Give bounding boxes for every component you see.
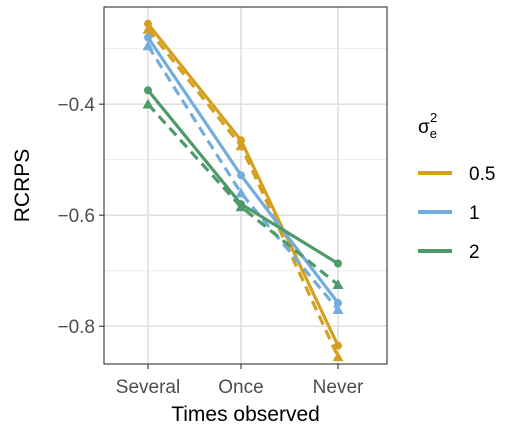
data-point-circle [144, 86, 152, 95]
series-line-solid [146, 22, 340, 347]
grid [104, 7, 387, 364]
y-tick-label: −0.4 [57, 95, 95, 116]
data-point-circle [144, 33, 152, 42]
data-point-triangle [142, 40, 154, 51]
data-point-triangle [332, 351, 344, 362]
data-point-triangle [235, 140, 247, 151]
data-point-circle [334, 259, 342, 268]
data-point-circle [334, 341, 342, 350]
y-tick-label: −0.6 [57, 206, 95, 227]
data-point-triangle [332, 279, 344, 290]
x-axis-title: Times observed [171, 403, 320, 426]
plot-series [142, 19, 344, 362]
y-tick-label: −0.8 [57, 317, 95, 338]
legend-title-superscript: 2 [430, 110, 437, 125]
legend-label-2: 2 [469, 242, 480, 263]
series-1 [142, 33, 344, 314]
data-point-circle [237, 136, 245, 145]
data-point-circle [237, 171, 245, 180]
legend-title-subscript: e [430, 126, 437, 141]
data-point-circle [334, 298, 342, 307]
series-0.5 [142, 19, 344, 362]
series-line-dashed [146, 45, 340, 311]
y-axis-title: RCRPS [11, 149, 34, 223]
legend-label-0.5: 0.5 [469, 164, 495, 185]
legend: σe2 0.512 [418, 110, 495, 263]
legend-label-1: 1 [469, 203, 480, 224]
plot-border [103, 6, 388, 365]
legend-title: σe2 [418, 110, 437, 141]
data-point-triangle [235, 187, 247, 198]
data-point-triangle [235, 201, 247, 212]
x-tick-label: Once [218, 377, 263, 398]
legend-title-sigma: σ [418, 117, 430, 138]
data-point-triangle [332, 304, 344, 314]
axes: −0.4 −0.6 −0.8 Several Once Never [57, 95, 364, 398]
data-point-circle [144, 19, 152, 28]
x-tick-label: Several [116, 377, 180, 398]
series-2 [142, 86, 344, 290]
data-point-triangle [142, 23, 154, 34]
x-tick-label: Never [313, 377, 364, 398]
data-point-triangle [142, 98, 154, 109]
